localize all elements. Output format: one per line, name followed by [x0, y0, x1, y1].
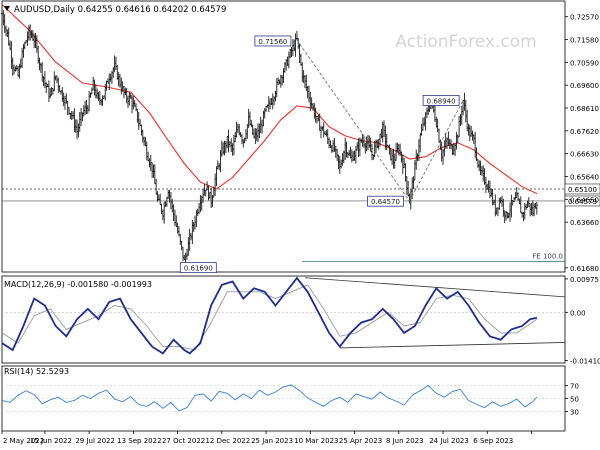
price-annotation-label: 0.68940: [427, 97, 456, 105]
price-tick-label: 0.72570: [570, 14, 599, 22]
price-panel-frame: [1, 0, 566, 273]
support-price-box: [564, 183, 600, 195]
macd-label: MACD(12,26,9) -0.001580 -0.001993: [4, 280, 152, 289]
x-tick-label: 25 Jan 2023: [251, 437, 293, 445]
price-tick-label: 0.64650: [570, 196, 599, 204]
macd-line: [1, 276, 538, 355]
price-tick-label: 0.66630: [570, 151, 599, 159]
title-marker-icon: [4, 6, 10, 11]
price-tick-label: 0.71580: [570, 37, 599, 45]
axes: 0.61680 0.63660 0.64650 0.65640 0.66630 0.676…: [1, 14, 600, 445]
macd-panel: [1, 276, 566, 355]
price-tick-label: 0.61680: [570, 265, 599, 273]
price-annotation-box: [367, 195, 404, 207]
x-tick-label: 13 Sep 2022: [117, 437, 161, 445]
grid-lines: [2, 312, 565, 412]
rsi-line: [1, 384, 538, 412]
price-panel: 0.65100 0.64579 FE 100.0 0.71560 0.68940 0.64…: [0, 4, 600, 274]
price-annotation-label: 0.71560: [258, 38, 287, 46]
macd-panel-frame: [1, 275, 566, 364]
price-annotation-label: 0.64570: [371, 198, 400, 206]
x-tick-label: 27 Oct 2022: [162, 437, 205, 445]
price-annotation-box: [422, 95, 460, 106]
price-tick-label: 0.70590: [570, 59, 599, 67]
x-tick-label: 25 Apr 2023: [339, 437, 382, 445]
rsi-panel: [1, 384, 538, 412]
macd-tick-label: 0.00: [570, 309, 586, 317]
macd-trendline: [339, 342, 566, 349]
x-tick-label: 29 Jul 2022: [75, 437, 115, 445]
current-price-box: [564, 195, 600, 207]
x-tick-label: 15 Jun 2022: [30, 437, 72, 445]
rsi-tick-label: 30: [570, 409, 579, 417]
price-tick-label: 0.69600: [570, 82, 599, 90]
price-tick-label: 0.68610: [570, 105, 599, 113]
macd-tick-label: 0.009751: [570, 276, 600, 284]
price-annotation-label: 0.61690: [184, 265, 213, 273]
x-tick-label: 8 Jun 2023: [386, 437, 424, 445]
price-tick-label: 0.67620: [570, 128, 599, 136]
rsi-tick-label: 70: [570, 383, 579, 391]
x-tick-label: 2 May 2022: [3, 437, 44, 445]
x-tick-label: 12 Dec 2022: [205, 437, 250, 445]
price-annotation-box: [254, 35, 292, 47]
support-price-label: 0.65100: [568, 186, 597, 194]
price-tick-label: 0.65640: [570, 174, 599, 182]
chart-title: AUDUSD,Daily 0.64255 0.64616 0.64202 0.6…: [14, 5, 226, 15]
price-trendline: [409, 100, 464, 202]
current-price-label: 0.64579: [568, 198, 597, 206]
price-annotation-box: [179, 262, 217, 274]
x-tick-label: 10 Mar 2023: [294, 437, 338, 445]
price-tick-label: 0.63660: [570, 219, 599, 227]
rsi-label: RSI(14) 52.5293: [4, 367, 69, 376]
rsi-tick-label: 50: [570, 396, 579, 404]
watermark: ActionForex.com: [395, 32, 536, 52]
x-tick-label: 24 Jul 2023: [429, 437, 469, 445]
fibo-label: FE 100.0: [532, 252, 563, 260]
price-trendline: [296, 39, 410, 202]
x-tick-label: 6 Sep 2023: [473, 437, 513, 445]
macd-trendline: [304, 277, 566, 298]
